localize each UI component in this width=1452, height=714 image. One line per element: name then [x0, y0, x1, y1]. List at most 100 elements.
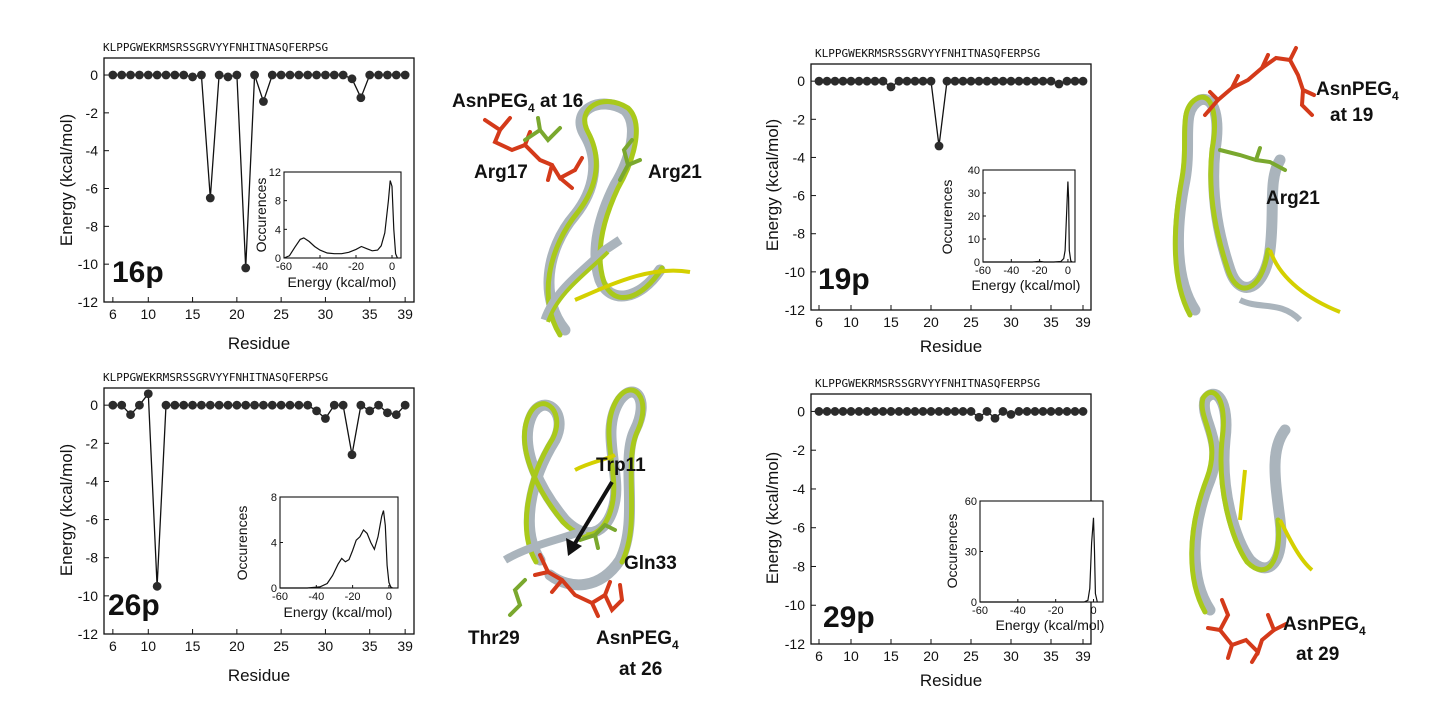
data-point: [383, 408, 392, 418]
data-point: [1022, 76, 1032, 86]
x-axis-label: Residue: [228, 334, 290, 353]
data-point: [223, 400, 233, 410]
structure-26p: Trp11 Gln33 Thr29 AsnPEG4 at 26: [468, 386, 679, 680]
inset-x-tick-label: -60: [972, 605, 988, 617]
data-point: [259, 400, 268, 410]
inset-y-tick-label: 0: [271, 583, 277, 595]
data-point: [1078, 76, 1088, 86]
data-point: [910, 76, 920, 86]
y-tick-label: 0: [90, 67, 98, 83]
data-point: [391, 70, 401, 80]
data-point: [400, 70, 410, 80]
y-tick-label: -12: [785, 636, 805, 652]
data-point: [1038, 76, 1048, 86]
data-point: [188, 400, 197, 410]
x-tick-label: 25: [273, 638, 289, 654]
data-point: [1070, 407, 1080, 416]
data-point: [1078, 407, 1088, 416]
y-tick-label: -6: [793, 188, 806, 204]
sidechains: [1218, 146, 1287, 172]
inset-x-label: Energy (kcal/mol): [972, 277, 1081, 293]
label-asnpeg4-19: AsnPEG4: [1316, 79, 1399, 103]
data-point: [126, 70, 135, 80]
inset-x-tick-label: -20: [345, 591, 361, 603]
inset-x-tick-label: 0: [1065, 265, 1071, 277]
data-point: [990, 76, 1000, 86]
data-point: [934, 141, 944, 151]
inset-x-tick-label: -20: [348, 261, 364, 273]
axis-ticks: 6 10 15 20 25 30 35 39 0 -2 -4 -6 -8 -10 -12: [785, 73, 1091, 330]
x-tick-label: 25: [963, 648, 979, 664]
data-point: [854, 407, 864, 416]
label-at-29: at 29: [1296, 644, 1339, 665]
data-point: [294, 70, 304, 80]
inset-y-tick-label: 30: [965, 547, 977, 559]
protein-ribbon: [1172, 93, 1341, 323]
inset-y-tick-label: 4: [271, 538, 277, 550]
x-tick-label: 10: [843, 314, 859, 330]
data-point: [391, 410, 401, 420]
data-point: [250, 70, 259, 80]
y-tick-label: -2: [793, 111, 806, 127]
data-point: [1006, 76, 1016, 86]
inset-y-tick-label: 4: [275, 224, 281, 236]
x-tick-label: 6: [815, 314, 823, 330]
panel-tag: 19p: [818, 263, 870, 296]
inset-x-tick-label: 0: [389, 261, 395, 273]
inset-frame: [283, 171, 402, 259]
data-point: [966, 407, 976, 416]
data-point: [846, 76, 856, 86]
data-point: [303, 70, 313, 80]
structure-16p: AsnPEG4 at 16 Arg17 Arg21: [452, 91, 702, 338]
x-tick-label: 15: [185, 306, 201, 322]
data-point: [179, 70, 189, 80]
data-point: [356, 93, 366, 103]
y-tick-label: 0: [90, 397, 98, 413]
data-point: [886, 407, 896, 416]
data-point: [303, 400, 313, 410]
data-point: [143, 389, 153, 399]
axis-ticks: 6 10 15 20 25 30 35 39 0 -2 -4 -6 -8 -10 -12: [78, 67, 413, 322]
data-point: [276, 400, 286, 410]
data-point: [135, 70, 144, 80]
data-point: [966, 76, 976, 86]
data-point: [374, 70, 383, 80]
label-gln33: Gln33: [624, 553, 677, 574]
inset-ticks: -60 -40 -20 0 0 10 20 30 40: [968, 165, 1071, 277]
y-tick-label: -10: [78, 256, 98, 272]
data-point: [958, 76, 968, 86]
plot-frame: [103, 57, 415, 303]
data-point: [1054, 79, 1064, 89]
y-axis-label: Energy (kcal/mol): [763, 119, 782, 251]
panel-16p-plot: KLPPGWEKRMSRSSGRVYYFNHITNASQFERPSG 6 10 15…: [57, 41, 415, 353]
energy-line: [112, 74, 406, 269]
energy-line: [112, 391, 406, 587]
data-point: [365, 406, 375, 416]
y-tick-label: -6: [86, 181, 99, 197]
data-point: [152, 70, 162, 80]
inset-x-tick-label: -40: [1010, 605, 1026, 617]
inset-frame: [982, 169, 1076, 263]
data-point: [232, 70, 242, 80]
protein-ribbon: [540, 98, 691, 338]
data-point: [894, 76, 904, 86]
inset-ticks: -60 -40 -20 0 0 4 8 12: [269, 167, 395, 273]
data-point: [135, 400, 144, 410]
data-point: [1054, 407, 1064, 416]
data-point: [878, 407, 888, 416]
data-point: [838, 76, 848, 86]
peg-chain: [1203, 46, 1316, 117]
data-point: [902, 407, 912, 416]
protein-ribbon: [1189, 388, 1314, 616]
y-tick-label: -8: [86, 218, 99, 234]
data-point: [117, 400, 127, 410]
x-tick-label: 20: [229, 306, 245, 322]
y-tick-label: -10: [785, 597, 805, 613]
x-tick-label: 6: [109, 638, 117, 654]
data-point: [161, 70, 171, 80]
x-tick-label: 30: [318, 306, 334, 322]
data-point: [179, 400, 189, 410]
y-tick-label: -4: [86, 473, 99, 489]
inset-x-tick-label: -20: [1032, 265, 1048, 277]
data-point: [982, 76, 992, 86]
